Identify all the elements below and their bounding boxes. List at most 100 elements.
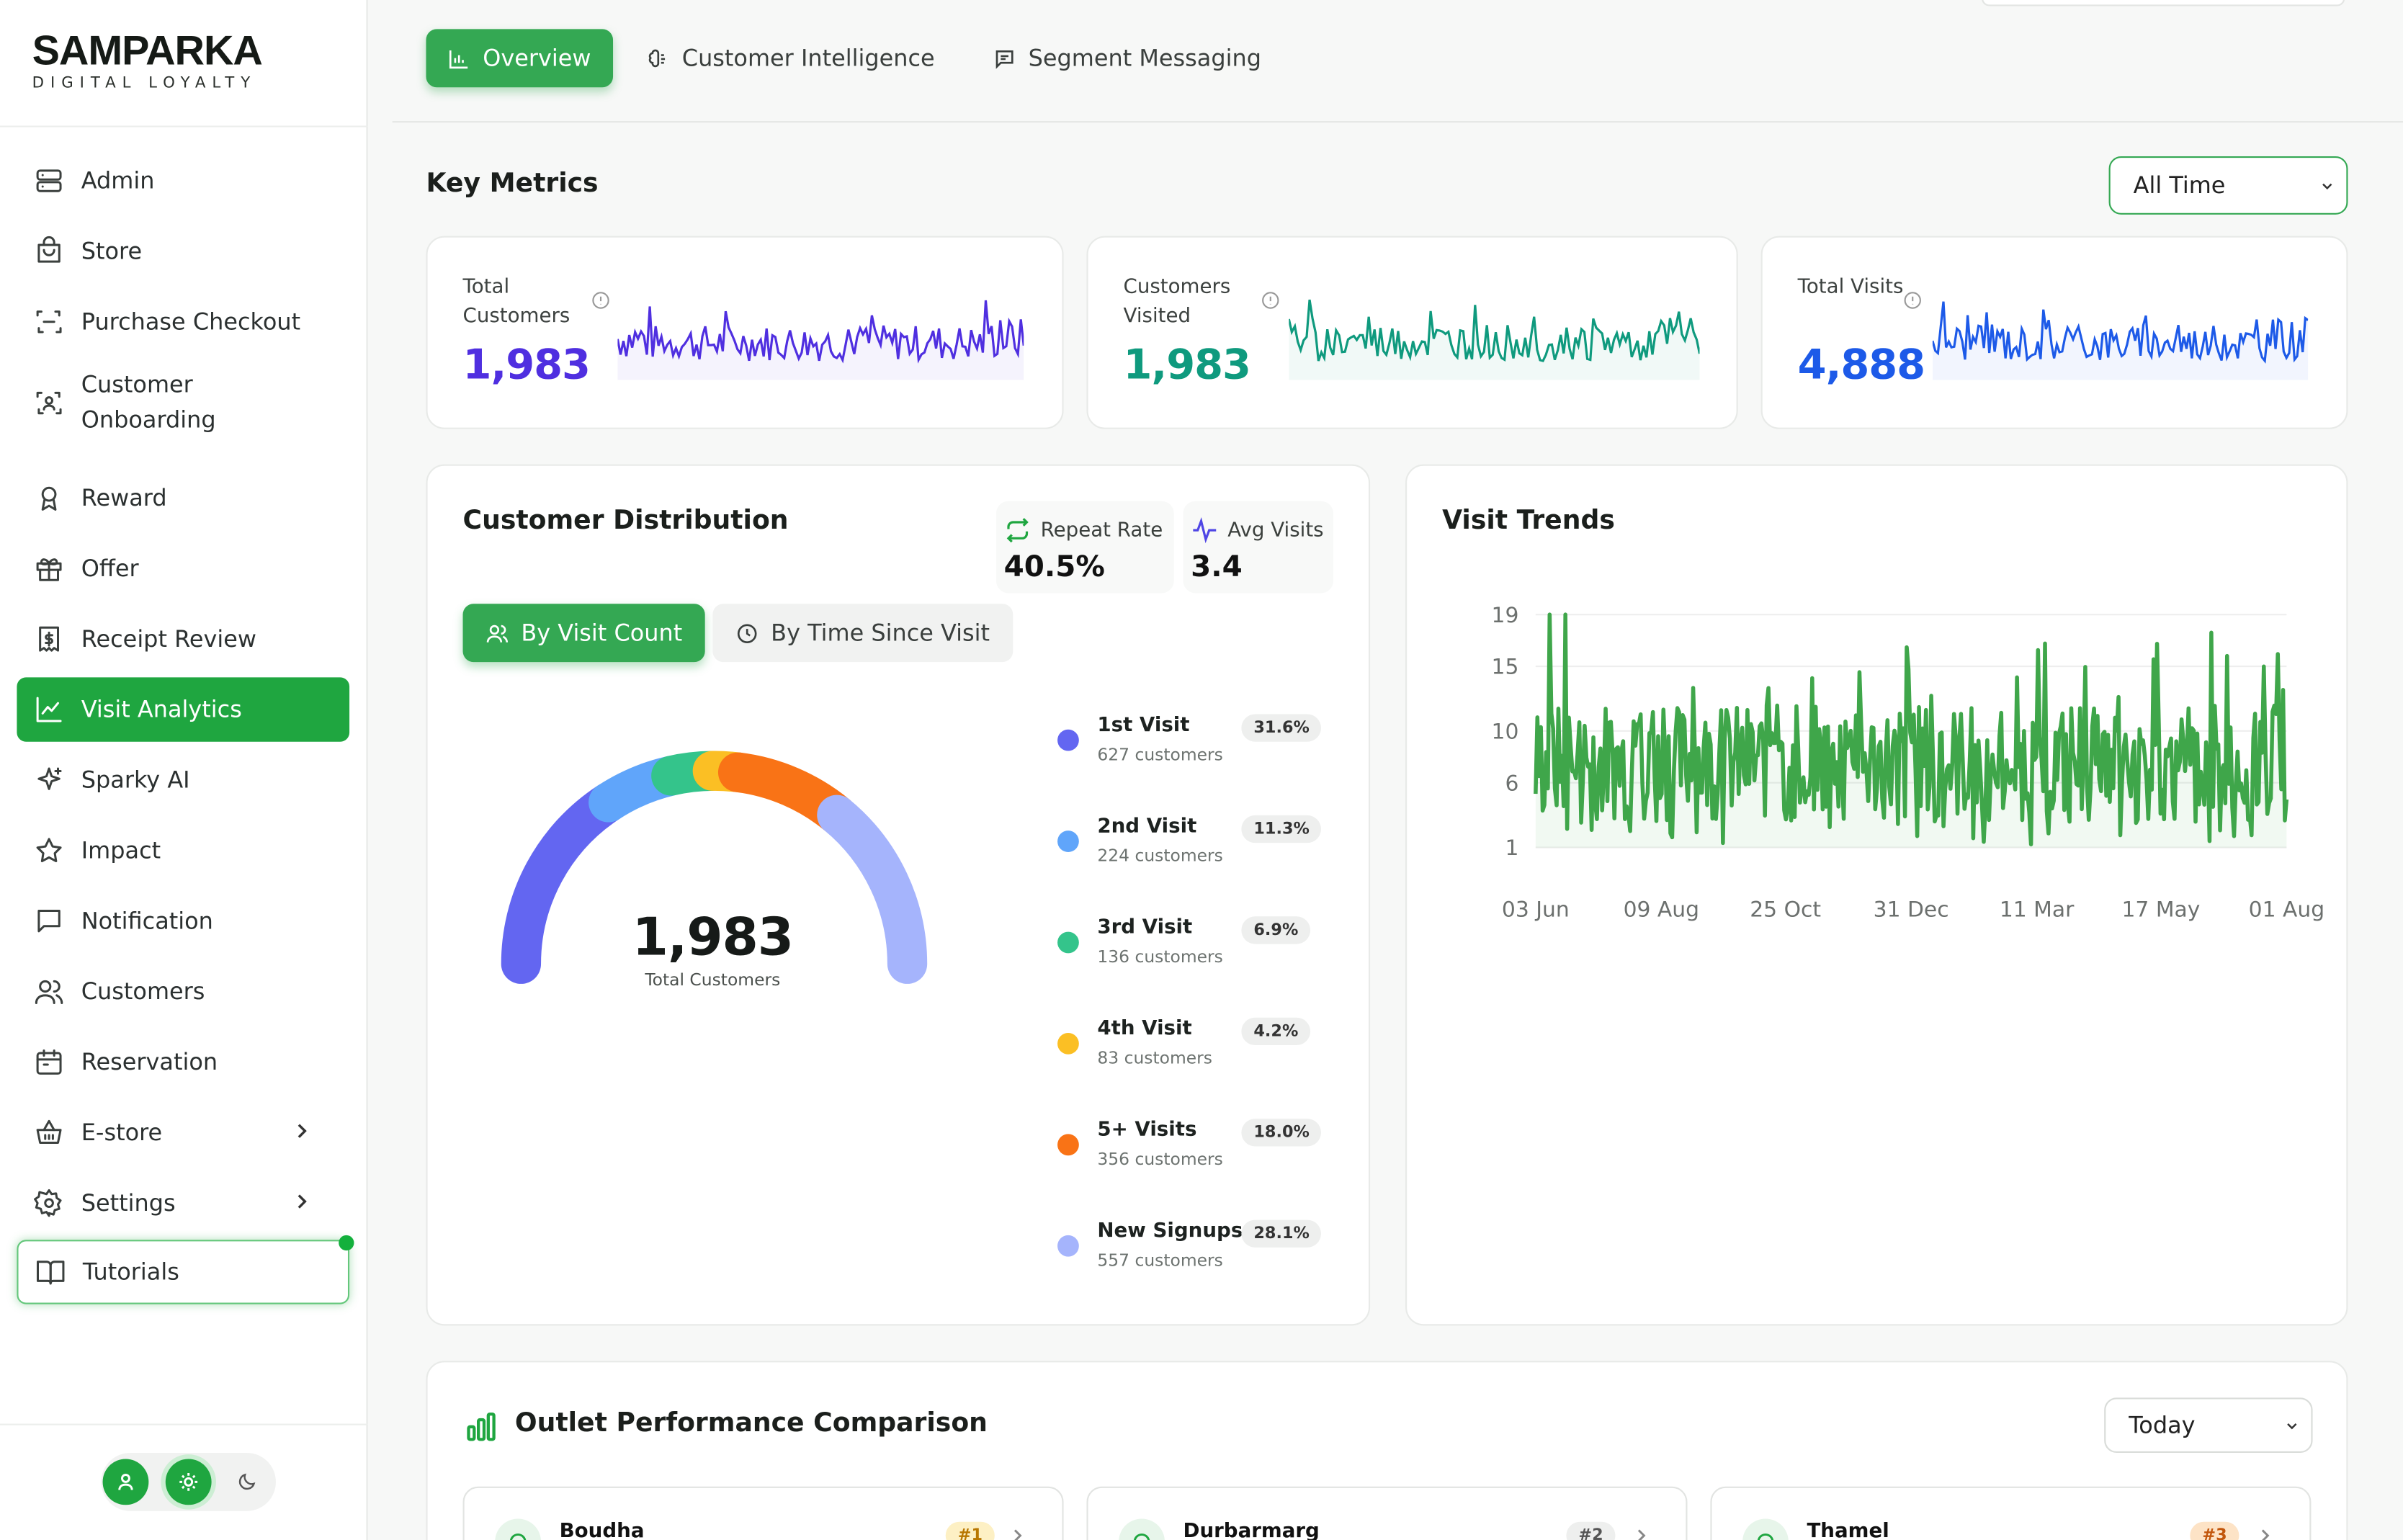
gauge-segment <box>817 794 928 984</box>
outlet-rank-badge: #1 <box>945 1521 995 1540</box>
light-mode-icon[interactable] <box>165 1459 212 1505</box>
sidebar-item-offer[interactable]: Offer <box>17 537 349 601</box>
metric-label: Customers Visited <box>1123 275 1231 328</box>
tab-label: Customer Intelligence <box>681 44 935 72</box>
repeat-rate-label: Repeat Rate <box>1040 519 1163 543</box>
sidebar-item-reservation[interactable]: Reservation <box>17 1030 349 1094</box>
outlet-card[interactable]: Thamel #3 <box>1710 1486 2312 1540</box>
sidebar-item-label: E-store <box>81 1119 163 1147</box>
sidebar-item-label: Reservation <box>81 1048 218 1076</box>
store-icon <box>37 236 61 263</box>
outlet-icon <box>1742 1518 1789 1540</box>
sidebar-item-notification[interactable]: Notification <box>17 889 349 953</box>
info-icon[interactable] <box>1261 291 1280 310</box>
outlet-rank-badge: #2 <box>1566 1521 1616 1540</box>
legend-count: 136 customers <box>1097 946 1223 967</box>
sidebar-divider <box>0 125 368 127</box>
by-time-since-visit-button[interactable]: By Time Since Visit <box>712 604 1013 663</box>
gauge-total-label: Total Customers <box>645 970 781 990</box>
legend-item: New Signups 557 customers 28.1% <box>1057 1219 1322 1281</box>
sidebar-item-sparky-ai[interactable]: Sparky AI <box>17 748 349 812</box>
outlet-range-select[interactable]: Today <box>2104 1397 2313 1453</box>
total-customers-sparkline <box>617 300 1024 380</box>
outlet-range-value: Today <box>2129 1411 2196 1439</box>
legend-percent: 18.0% <box>1241 1119 1322 1147</box>
sidebar-item-label: Reward <box>81 484 167 512</box>
message-square-icon <box>995 49 1013 68</box>
legend-name: 2nd Visit <box>1097 815 1197 838</box>
info-icon[interactable] <box>1903 291 1922 310</box>
sidebar-item-purchase-checkout[interactable]: Purchase Checkout <box>17 290 349 354</box>
profile-icon[interactable] <box>102 1459 149 1505</box>
x-tick-label: 25 Oct <box>1750 897 1821 922</box>
sidebar-item-settings[interactable]: Settings <box>17 1170 349 1235</box>
by-visit-count-button[interactable]: By Visit Count <box>462 604 706 663</box>
distribution-gauge <box>501 751 928 984</box>
sparkline-area <box>617 300 1024 380</box>
outlet-performance-title: Outlet Performance Comparison <box>514 1408 988 1439</box>
sidebar-item-impact[interactable]: Impact <box>17 818 349 882</box>
theme-switcher <box>101 1452 276 1511</box>
outlet-card[interactable]: Durbarmarg #2 <box>1086 1486 1688 1540</box>
info-icon[interactable] <box>591 291 610 310</box>
sidebar-item-visit-analytics[interactable]: Visit Analytics <box>17 677 350 742</box>
sidebar-item-tutorials[interactable]: Tutorials <box>17 1240 350 1304</box>
legend-count: 627 customers <box>1097 745 1223 765</box>
star-icon <box>36 838 62 863</box>
time-range-select[interactable]: All Time <box>2108 156 2348 215</box>
message-icon <box>37 909 61 933</box>
sidebar-item-store[interactable]: Store <box>17 219 349 283</box>
sidebar-item-label: Purchase Checkout <box>81 308 301 336</box>
sidebar-item-label: Customer Onboarding <box>81 370 216 434</box>
sidebar-item-label: Tutorials <box>82 1258 179 1286</box>
users-icon <box>486 624 509 642</box>
legend-percent: 31.6% <box>1241 714 1322 742</box>
outlet-card[interactable]: Boudha #1 <box>462 1486 1064 1540</box>
sidebar-item-label: Receipt Review <box>81 625 256 653</box>
trend-line <box>1534 612 2289 847</box>
gift-icon <box>36 558 62 581</box>
sidebar-item-reward[interactable]: Reward <box>17 466 349 530</box>
x-tick-label: 01 Aug <box>2249 897 2324 922</box>
sidebar-item-label: Offer <box>81 555 139 583</box>
sidebar-item-customer-onboarding[interactable]: Customer Onboarding <box>17 360 349 446</box>
legend-name: 5+ Visits <box>1097 1119 1197 1142</box>
y-tick-label: 6 <box>1505 771 1518 796</box>
scan-icon <box>36 310 62 333</box>
outlet-name: Boudha <box>559 1520 645 1540</box>
chevron-right-icon <box>1013 1529 1022 1540</box>
dark-mode-icon[interactable] <box>224 1459 270 1505</box>
customer-distribution-card: Customer Distribution Repeat Rate 40.5% … <box>426 464 1371 1326</box>
outlet-name: Durbarmarg <box>1183 1520 1320 1540</box>
legend-percent: 28.1% <box>1241 1219 1322 1248</box>
visit-trends-title: Visit Trends <box>1442 506 1615 537</box>
tab-overview[interactable]: Overview <box>426 29 613 88</box>
metric-value: 1,983 <box>1123 341 1251 390</box>
receipt-icon <box>39 626 60 652</box>
legend-dot <box>1057 831 1079 852</box>
scan-user-icon <box>36 391 62 415</box>
outlet-icon <box>495 1518 542 1540</box>
key-metrics-title: Key Metrics <box>426 169 599 200</box>
clock-icon <box>737 623 757 643</box>
top-search-box[interactable] <box>1981 0 2345 6</box>
chevron-right-icon <box>1637 1529 1646 1540</box>
brand-logo[interactable]: SAMPARKA DIGITAL LOYALTY <box>32 30 263 92</box>
chevron-right-icon <box>297 1124 307 1138</box>
sidebar-item-admin[interactable]: Admin <box>17 148 349 212</box>
sidebar-item-customers[interactable]: Customers <box>17 959 349 1024</box>
chevron-right-icon <box>2261 1529 2270 1540</box>
repeat-rate-stat: Repeat Rate 40.5% <box>995 501 1174 594</box>
tutorial-notification-dot <box>339 1235 354 1251</box>
sparkline-line <box>617 300 1024 364</box>
brain-icon <box>648 48 666 67</box>
metric-card-customers-visited: Customers Visited 1,983 <box>1086 236 1738 429</box>
sidebar-item-e-store[interactable]: E-store <box>17 1101 349 1165</box>
legend-dot <box>1057 1235 1079 1257</box>
legend-count: 83 customers <box>1097 1048 1212 1068</box>
sidebar-item-receipt-review[interactable]: Receipt Review <box>17 607 349 671</box>
legend-item: 3rd Visit 136 customers 6.9% <box>1057 916 1318 977</box>
tab-segment-messaging[interactable]: Segment Messaging <box>972 29 1283 87</box>
legend-percent: 6.9% <box>1241 916 1311 944</box>
tab-customer-intelligence[interactable]: Customer Intelligence <box>625 29 956 87</box>
